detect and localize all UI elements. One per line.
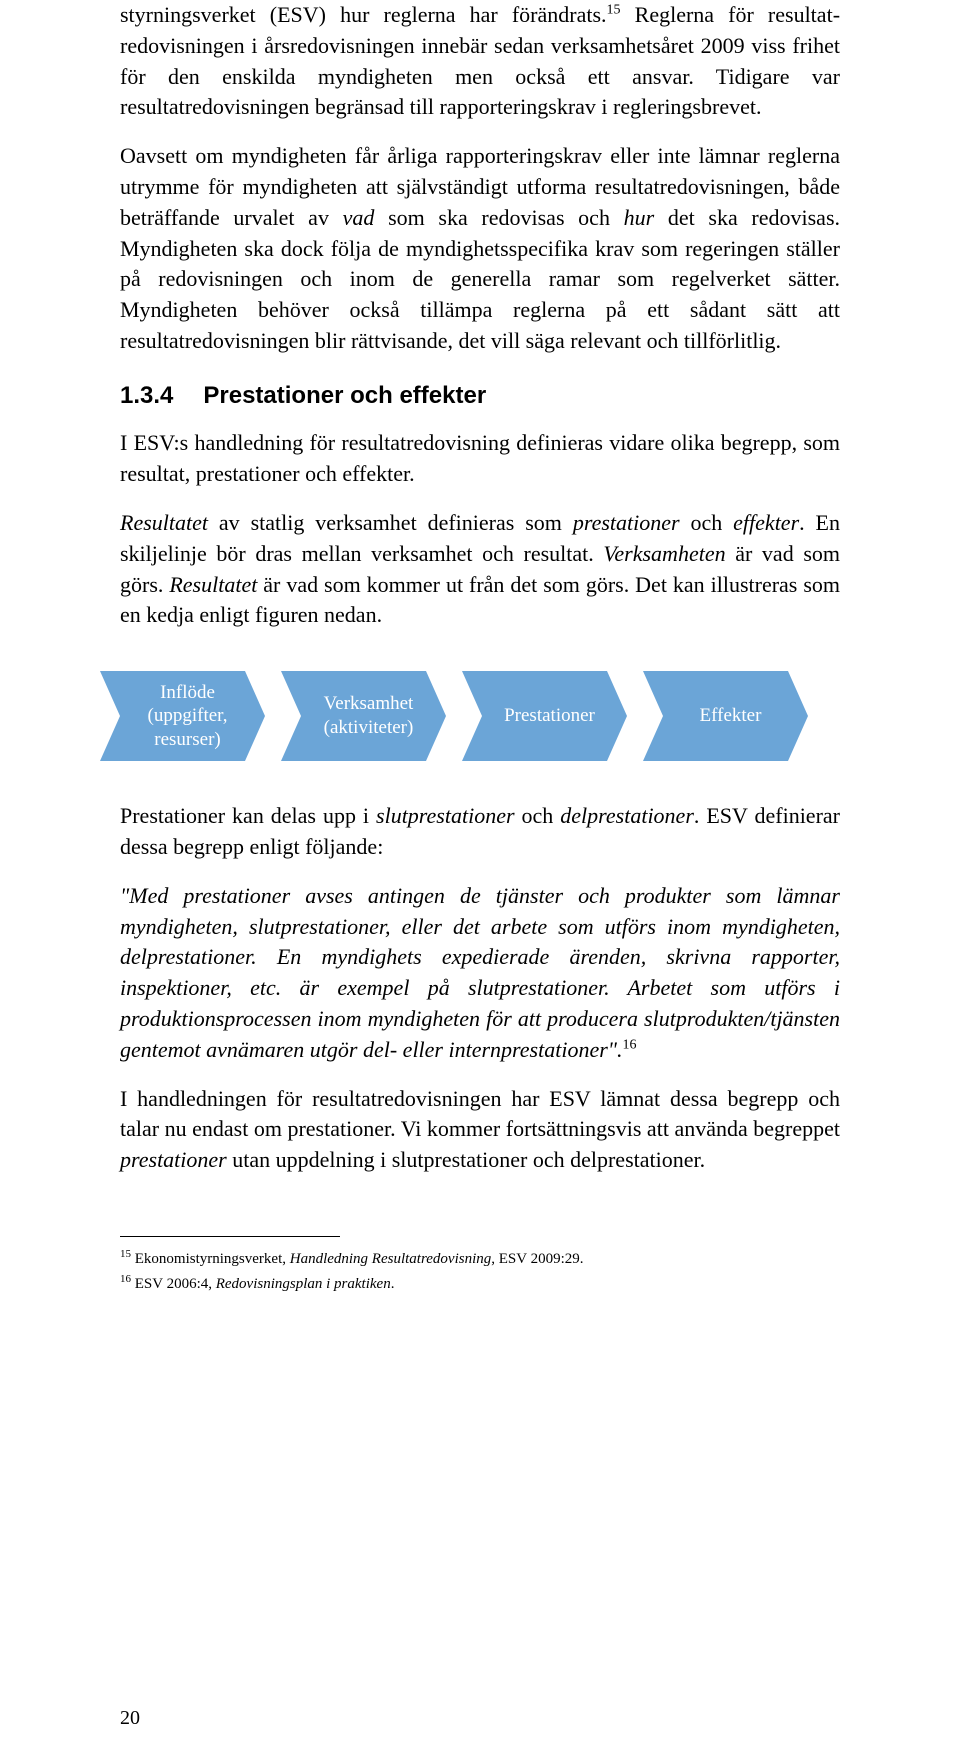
- body-paragraph-5: Prestationer kan delas upp i slutprestat…: [120, 801, 840, 863]
- footnote-15: 15 Ekonomistyrningsverket, Handledning R…: [120, 1247, 840, 1270]
- section-heading: 1.3.4 Prestationer och effekter: [120, 379, 840, 413]
- text: och: [515, 803, 561, 828]
- emphasis: Redovisningsplan i praktiken: [216, 1276, 391, 1292]
- emphasis: prestationer: [573, 510, 680, 535]
- flow-step: Verksamhet (aktiviteter): [281, 671, 446, 761]
- process-flow-diagram: Inflöde (uppgifter, resurser) Verksamhet …: [100, 671, 840, 761]
- footnote-16: 16 ESV 2006:4, Redovisningsplan i prakti…: [120, 1272, 840, 1295]
- text: av statlig verksamhet definieras som: [208, 510, 573, 535]
- text: Ekonomistyrningsverket,: [135, 1251, 290, 1267]
- emphasis: Resultatet: [120, 510, 208, 535]
- text: I handledningen för resultatredovisninge…: [120, 1086, 840, 1142]
- body-paragraph-1: styrningsverket (ESV) hur reglerna har f…: [120, 0, 840, 123]
- flow-step: Inflöde (uppgifter, resurser): [100, 671, 265, 761]
- text: som ska redovisas och: [374, 205, 623, 230]
- emphasis: Handledning Resultatredovisning: [290, 1251, 492, 1267]
- body-paragraph-4: Resultatet av statlig verksamhet definie…: [120, 508, 840, 631]
- footnote-number: 15: [120, 1248, 131, 1260]
- body-paragraph-3: I ESV:s handledning för resultatredovisn…: [120, 428, 840, 490]
- emphasis: effekter: [733, 510, 799, 535]
- text: och: [680, 510, 734, 535]
- emphasis: vad: [343, 205, 375, 230]
- text: .: [391, 1276, 395, 1292]
- text: Prestationer kan delas upp i: [120, 803, 376, 828]
- body-paragraph-2: Oavsett om myndigheten får årliga rappor…: [120, 141, 840, 357]
- flow-step-label: Effekter: [700, 704, 762, 728]
- emphasis: slutprestationer: [376, 803, 515, 828]
- emphasis: Resultatet: [169, 572, 257, 597]
- body-paragraph-6: I handledningen för resultatredovisninge…: [120, 1084, 840, 1176]
- block-quote: "Med prestationer avses antingen de tjän…: [120, 881, 840, 1066]
- footnote-ref-15: 15: [607, 3, 621, 18]
- flow-step-label: Prestationer: [504, 704, 595, 728]
- emphasis: Verksamheten: [603, 541, 725, 566]
- heading-text: Prestationer och effekter: [203, 382, 486, 409]
- text: , ESV 2009:29.: [491, 1251, 583, 1267]
- page-number: 20: [120, 1704, 140, 1732]
- emphasis: prestationer: [120, 1147, 227, 1172]
- footnote-number: 16: [120, 1273, 131, 1285]
- text: utan uppdelning i slutprestationer och d…: [227, 1147, 705, 1172]
- text: ESV 2006:4,: [135, 1276, 216, 1292]
- text: styrningsverket (ESV) hur reglerna har f…: [120, 2, 607, 27]
- quote-text: "Med prestationer avses antingen de tjän…: [120, 883, 840, 1062]
- flow-step-label: Verksamhet (aktiviteter): [324, 692, 414, 740]
- flow-step-label: Inflöde (uppgifter, resurser): [148, 681, 228, 752]
- flow-step: Effekter: [643, 671, 808, 761]
- footnote-ref-16: 16: [623, 1037, 637, 1052]
- emphasis: delprestationer: [560, 803, 694, 828]
- emphasis: hur: [624, 205, 655, 230]
- heading-number: 1.3.4: [120, 379, 173, 413]
- flow-step: Prestationer: [462, 671, 627, 761]
- footnote-separator: [120, 1236, 340, 1237]
